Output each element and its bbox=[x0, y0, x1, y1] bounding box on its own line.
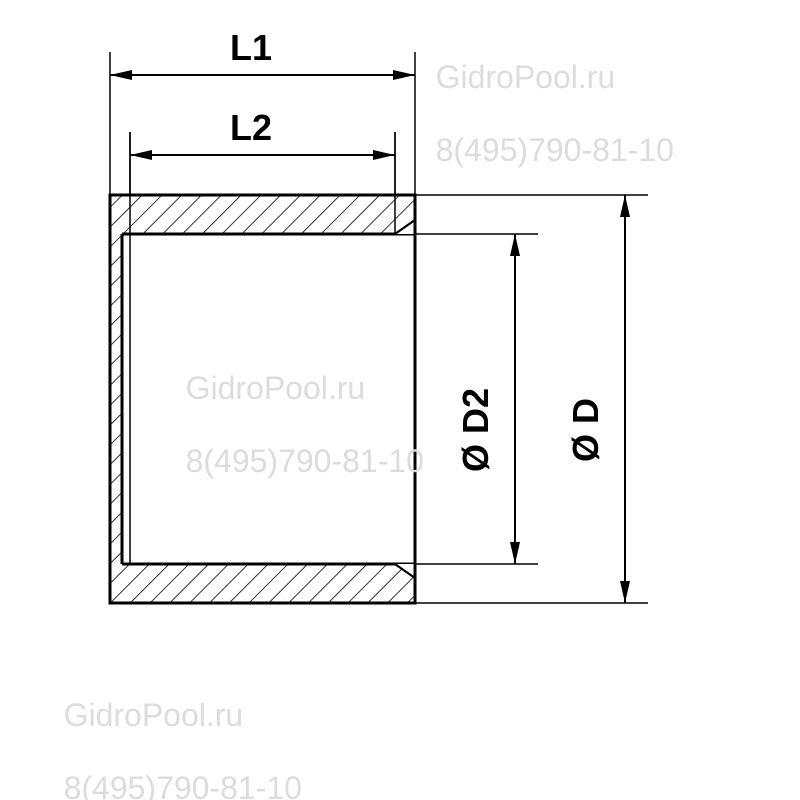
watermark-line2: 8(495)790-81-10 bbox=[64, 770, 302, 800]
watermark-1: GidroPool.ru 8(495)790-81-10 bbox=[400, 22, 674, 206]
watermark-line2: 8(495)790-81-10 bbox=[186, 443, 424, 479]
dim-label-ØD2: Ø D2 bbox=[455, 388, 496, 472]
watermark-3: GidroPool.ru 8(495)790-81-10 bbox=[28, 660, 302, 800]
watermark-line2: 8(495)790-81-10 bbox=[436, 132, 674, 168]
watermark-line1: GidroPool.ru bbox=[186, 370, 366, 406]
watermark-line1: GidroPool.ru bbox=[436, 59, 616, 95]
watermark-line1: GidroPool.ru bbox=[64, 697, 244, 733]
dim-label-L1: L1 bbox=[230, 27, 272, 68]
watermark-2: GidroPool.ru 8(495)790-81-10 bbox=[150, 333, 424, 517]
dim-label-ØD: Ø D bbox=[565, 398, 606, 462]
dim-label-L2: L2 bbox=[230, 107, 272, 148]
diagram-stage: L1 L2 Ø D Ø D2 GidroPool.ru 8(495)790-81-10… bbox=[0, 0, 800, 800]
